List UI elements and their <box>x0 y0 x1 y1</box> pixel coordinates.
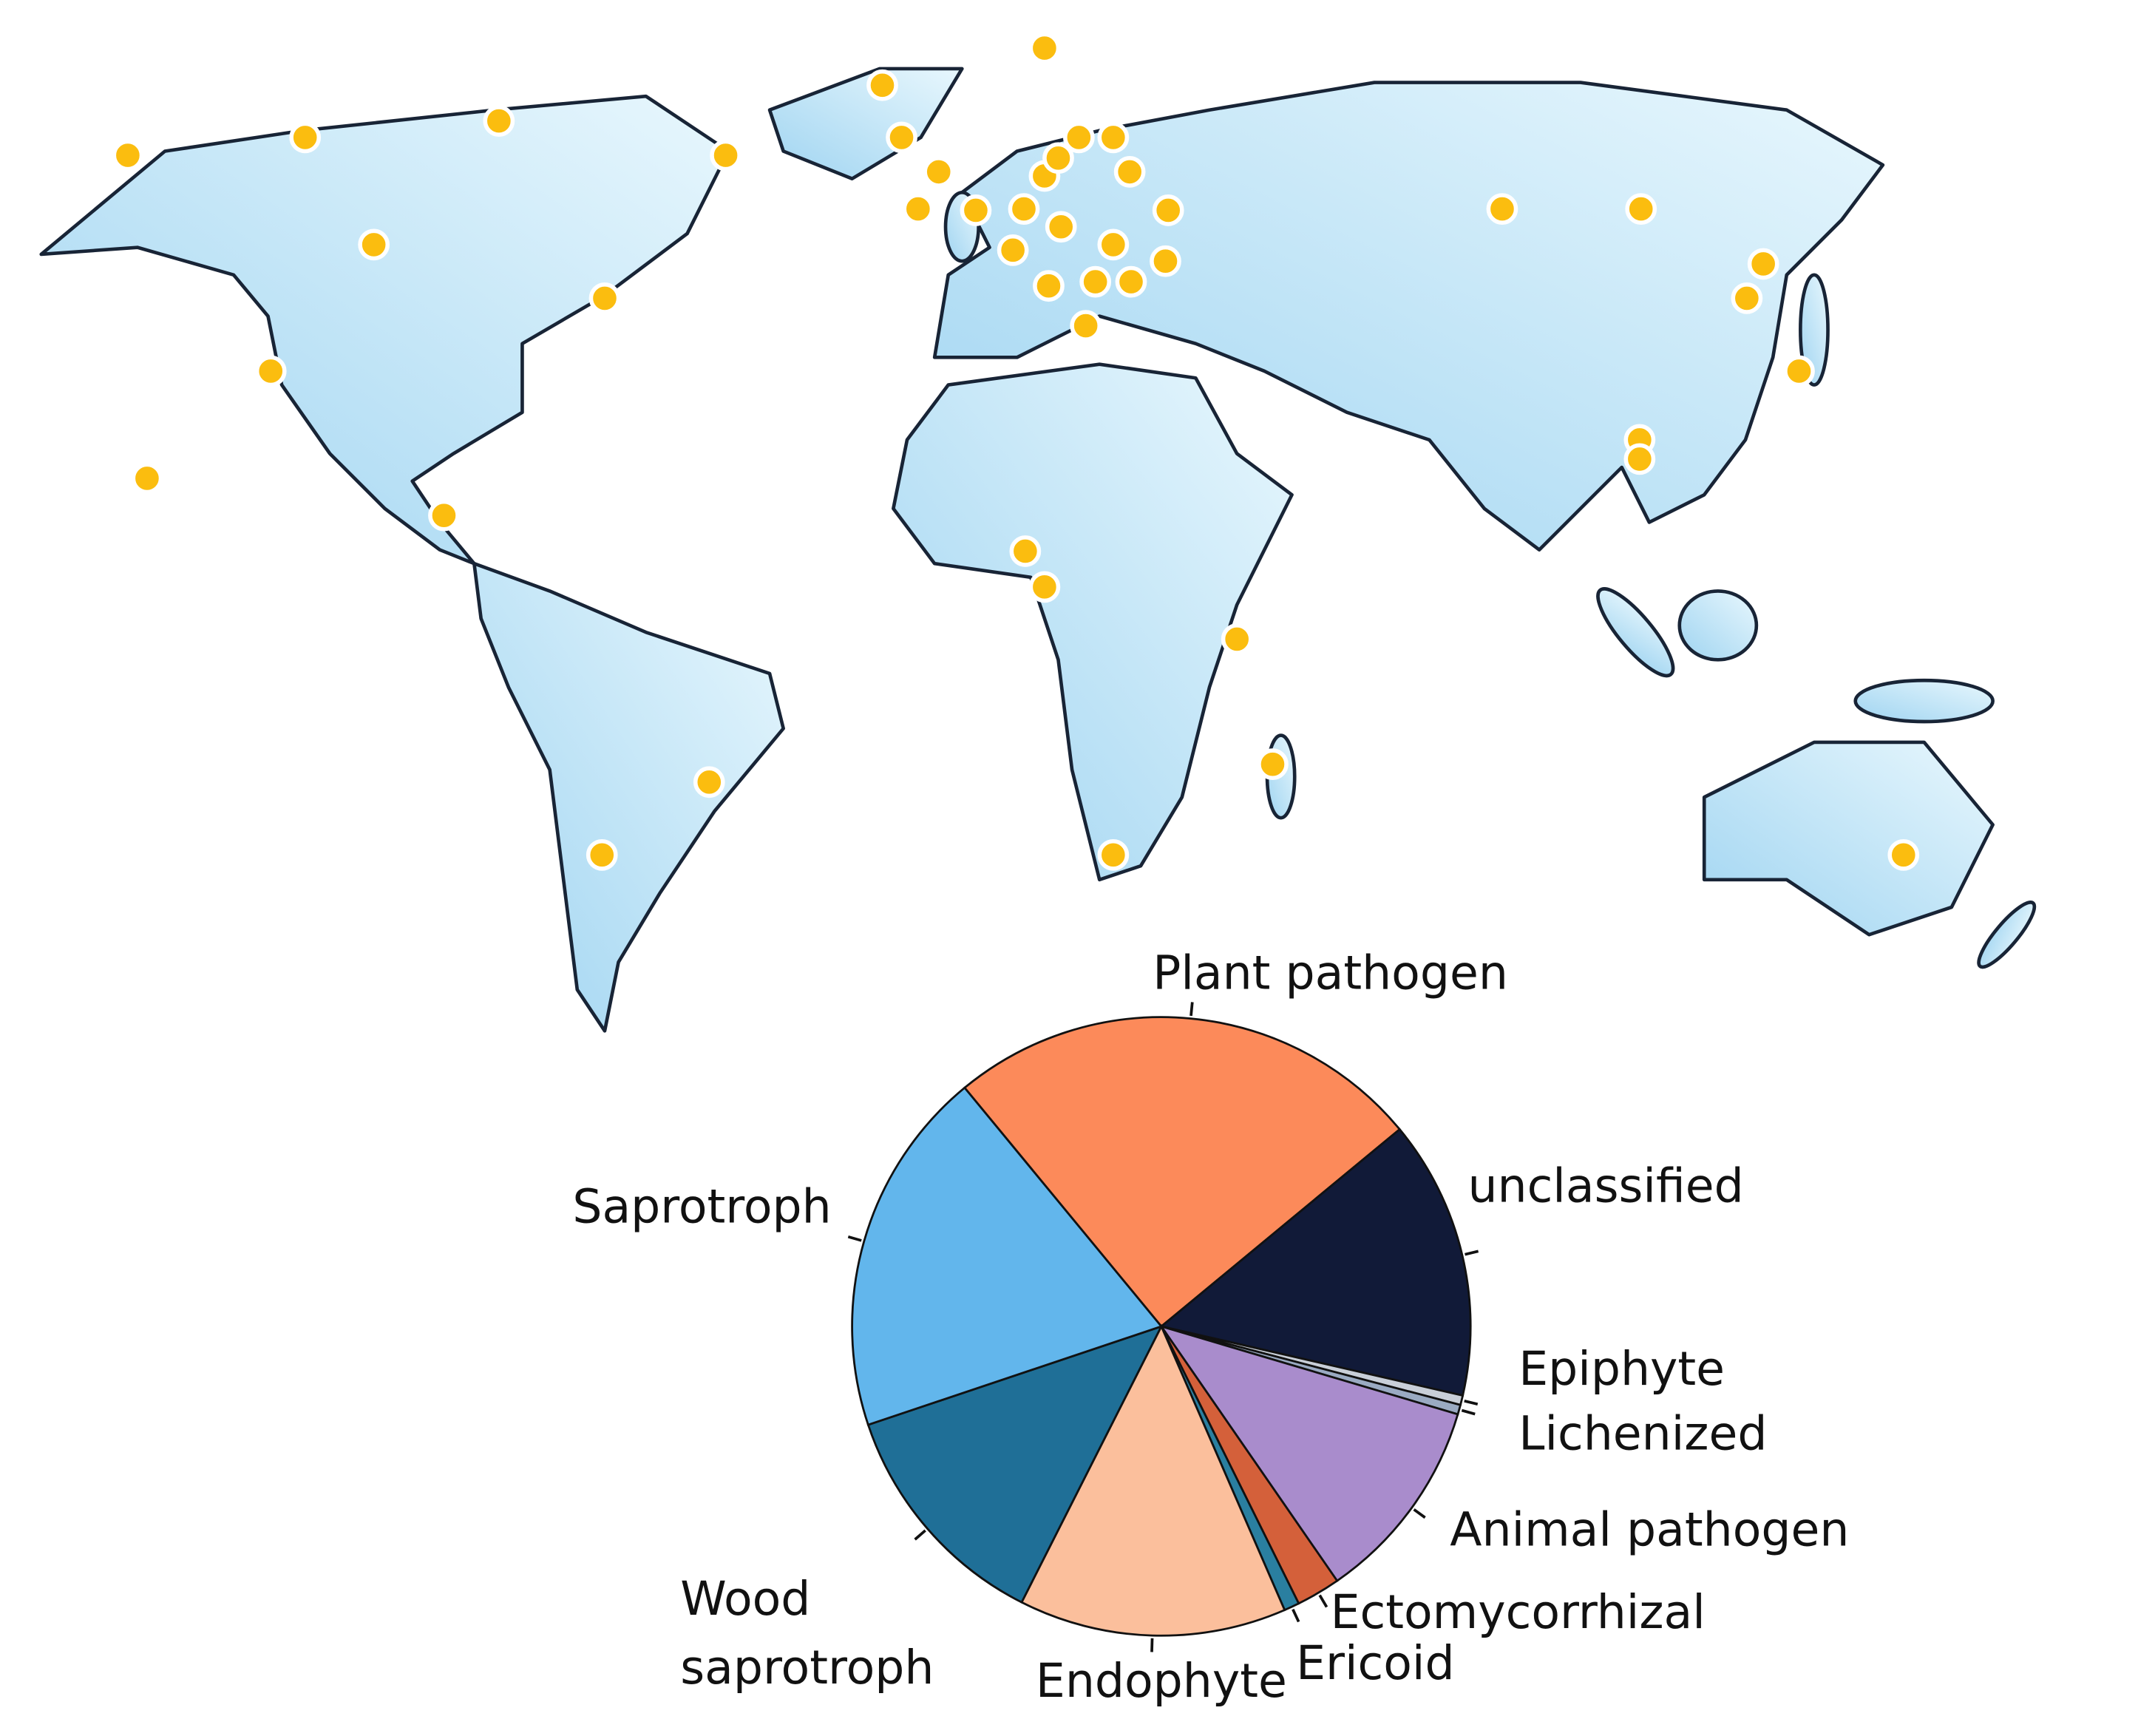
australia <box>1702 740 1995 937</box>
label-tick <box>1150 1638 1154 1652</box>
site-dot <box>1113 156 1146 188</box>
site-dot <box>1152 194 1184 226</box>
slice-label: Animal pathogen <box>1450 1502 1849 1556</box>
pie-chart: Plant pathogen unclassified Epiphyte Lichen… <box>572 946 1849 1708</box>
site-dot <box>693 766 725 799</box>
sumatra <box>1596 587 1675 678</box>
site-dot <box>960 194 992 226</box>
pie-slice <box>866 1324 1164 1604</box>
new-guinea <box>1853 678 1995 724</box>
pie-slice <box>1020 1323 1286 1637</box>
site-dot <box>1097 838 1130 871</box>
pie-slice <box>851 1086 1164 1426</box>
label-tick <box>1461 1408 1476 1416</box>
slice-label: Saprotroph <box>572 1179 831 1234</box>
site-dot <box>1486 193 1518 225</box>
site-dot <box>1783 355 1815 387</box>
site-dot <box>1097 228 1130 261</box>
africa <box>892 362 1294 882</box>
sample-sites <box>112 32 1920 871</box>
world-map <box>39 67 2037 1033</box>
label-tick <box>1413 1508 1426 1519</box>
slice-label: Ectomycorrhizal <box>1331 1584 1706 1639</box>
site-dot <box>886 121 917 154</box>
greenland <box>767 67 964 181</box>
site-dot <box>1008 193 1040 225</box>
site-dot <box>1257 748 1289 781</box>
site-dot <box>1887 838 1920 871</box>
site-dot <box>588 282 621 314</box>
site-dot <box>131 462 163 495</box>
label-tick <box>1318 1594 1328 1608</box>
site-dot <box>1079 265 1112 298</box>
site-dot <box>254 355 287 387</box>
japan <box>1799 273 1830 387</box>
site-dot <box>1028 571 1061 603</box>
pie-slice <box>963 1016 1402 1328</box>
site-dot <box>923 156 955 188</box>
site-dot <box>1062 121 1095 154</box>
site-dot <box>1731 282 1763 314</box>
site-dot <box>1042 142 1074 174</box>
site-dot <box>1033 270 1065 302</box>
site-dot <box>1747 248 1779 280</box>
site-dot <box>997 234 1029 266</box>
site-dot <box>586 838 618 871</box>
label-tick <box>847 1235 862 1242</box>
site-dot <box>1115 265 1147 298</box>
slice-label: Plant pathogen <box>1153 946 1508 1000</box>
slice-label: Wood saprotroph <box>680 1570 934 1694</box>
slice-label: Endophyte <box>1036 1653 1287 1708</box>
pie-slice <box>1158 1128 1472 1397</box>
site-dot <box>1097 121 1130 154</box>
site-dot <box>1221 623 1253 655</box>
site-dot <box>902 193 934 225</box>
site-dot <box>1009 535 1042 567</box>
site-dot <box>428 499 460 532</box>
site-dot <box>289 121 322 154</box>
site-dot <box>1150 245 1181 277</box>
slice-label: Ericoid <box>1296 1635 1455 1690</box>
site-dot <box>710 139 741 172</box>
site-dot <box>1625 193 1657 225</box>
slice-label: Epiphyte <box>1518 1341 1725 1396</box>
north-america <box>39 94 730 566</box>
slice-label: Lichenized <box>1518 1406 1767 1460</box>
site-dot <box>358 228 390 261</box>
site-dot <box>1045 211 1077 243</box>
site-dot <box>866 69 898 101</box>
slice-label: unclassified <box>1467 1159 1743 1213</box>
site-dot <box>1028 32 1061 64</box>
pie-slice <box>1158 1324 1459 1583</box>
borneo <box>1677 589 1759 662</box>
site-dot <box>1070 310 1102 342</box>
site-dot <box>483 105 515 137</box>
label-tick <box>1465 1250 1479 1256</box>
label-tick <box>1292 1608 1300 1623</box>
south-america <box>472 561 785 1033</box>
new-zealand <box>1977 901 2037 969</box>
site-dot <box>112 139 144 172</box>
label-tick <box>1190 1002 1194 1017</box>
site-dot <box>1623 443 1656 475</box>
label-tick <box>914 1529 926 1541</box>
label-tick <box>1464 1399 1479 1406</box>
